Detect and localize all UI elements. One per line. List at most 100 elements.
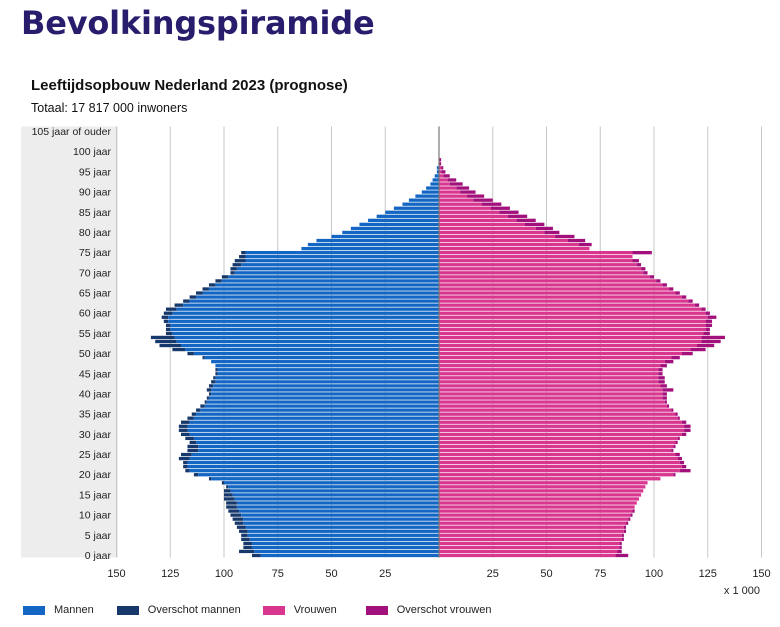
bar-men (434, 174, 439, 178)
bar-men (426, 186, 439, 190)
bar-women (439, 501, 637, 505)
bar-men-surplus (150, 335, 175, 340)
legend-label-men-surplus: Overschot mannen (147, 604, 241, 616)
x-tick-label-right: 125 (699, 568, 717, 580)
bar-women (439, 339, 702, 344)
bar-men (245, 259, 439, 263)
bar-men-surplus (191, 412, 197, 416)
bar-men (432, 178, 439, 182)
bar-men-surplus (196, 291, 203, 295)
bar-women-surplus (675, 440, 678, 445)
bar-men (204, 355, 439, 360)
bar-men-surplus (208, 283, 216, 287)
bar-men (342, 230, 439, 235)
bar-women-surplus (679, 460, 685, 465)
bar-women (439, 541, 620, 546)
age-label: 30 jaar (79, 429, 112, 441)
bar-women-surplus (660, 384, 667, 388)
bar-men (236, 501, 439, 505)
bar-women-surplus (439, 162, 442, 166)
bar-women (439, 549, 618, 554)
age-label: 20 jaar (79, 469, 112, 481)
bar-women-surplus (630, 513, 633, 517)
bar-men-surplus (224, 497, 235, 501)
bar-women-surplus (456, 186, 470, 190)
bar-women (439, 355, 672, 360)
bar-men-surplus (202, 287, 209, 291)
bar-women-surplus (701, 307, 706, 311)
bar-men (385, 210, 439, 214)
bar-women (439, 331, 704, 336)
bar-men-surplus (181, 432, 190, 437)
bar-men (228, 275, 439, 279)
x-tick-label-left: 25 (379, 568, 391, 580)
bar-women-surplus (499, 210, 519, 214)
bar-women-surplus (623, 525, 627, 529)
bar-men (251, 545, 439, 550)
bar-women-surplus (516, 218, 536, 223)
bar-men (211, 360, 439, 364)
bar-women (439, 323, 706, 327)
bar-men (217, 368, 439, 372)
bar-men-surplus (206, 396, 209, 400)
bar-women-surplus (555, 234, 575, 239)
bar-women-surplus (671, 355, 680, 360)
bar-men (174, 335, 440, 340)
bar-women (439, 295, 682, 299)
bar-women (439, 198, 474, 202)
age-label: 80 jaar (79, 227, 112, 239)
bar-women (439, 372, 659, 376)
bar-women (439, 319, 706, 323)
age-label: 90 jaar (79, 187, 112, 199)
bar-women-surplus (677, 436, 680, 441)
bar-women (439, 456, 678, 461)
bar-women (439, 464, 682, 469)
bar-women (439, 513, 631, 517)
bar-women-surplus (684, 428, 691, 432)
total-population: Totaal: 17 817 000 inwoners (31, 101, 188, 115)
age-label: 50 jaar (79, 348, 112, 360)
bar-women-surplus (697, 343, 715, 348)
bar-men-surplus (206, 388, 212, 392)
bar-men (193, 416, 439, 420)
bar-men-surplus (230, 267, 237, 271)
bar-women-surplus (662, 283, 667, 287)
bar-women (439, 275, 650, 279)
bar-men (187, 424, 439, 428)
bar-men (215, 283, 439, 287)
bar-men (368, 218, 439, 223)
legend-swatch-men-surplus (116, 605, 139, 615)
bar-men (243, 521, 439, 525)
bar-men-surplus (215, 372, 218, 376)
bar-men (245, 525, 439, 529)
bar-women (439, 182, 450, 186)
bar-men (215, 380, 439, 384)
bar-men (187, 428, 439, 432)
bar-men-surplus (241, 250, 246, 255)
bar-men-surplus (232, 263, 242, 267)
bar-women-surplus (675, 291, 680, 295)
bar-women-surplus (460, 190, 476, 194)
bar-men (193, 436, 439, 441)
bar-women-surplus (658, 376, 665, 380)
bar-women (439, 283, 663, 287)
bar-men-surplus (181, 420, 190, 424)
bar-women (439, 166, 442, 170)
bar-women-surplus (671, 408, 674, 412)
bar-women-surplus (568, 238, 586, 243)
bar-women (439, 424, 685, 428)
bar-men (196, 295, 439, 299)
legend-swatch-women-surplus (365, 605, 388, 615)
bar-women (439, 392, 663, 396)
bar-women-surplus (658, 368, 663, 372)
bar-women-surplus (681, 432, 687, 437)
page-title: Bevolkingspiramide (21, 4, 375, 42)
bar-men-surplus (196, 408, 201, 412)
bar-men-surplus (208, 477, 212, 481)
bar-women-surplus (619, 545, 622, 550)
bar-women (439, 206, 491, 210)
bar-women (439, 364, 661, 368)
bar-women (439, 396, 663, 400)
bar-men (189, 432, 439, 437)
